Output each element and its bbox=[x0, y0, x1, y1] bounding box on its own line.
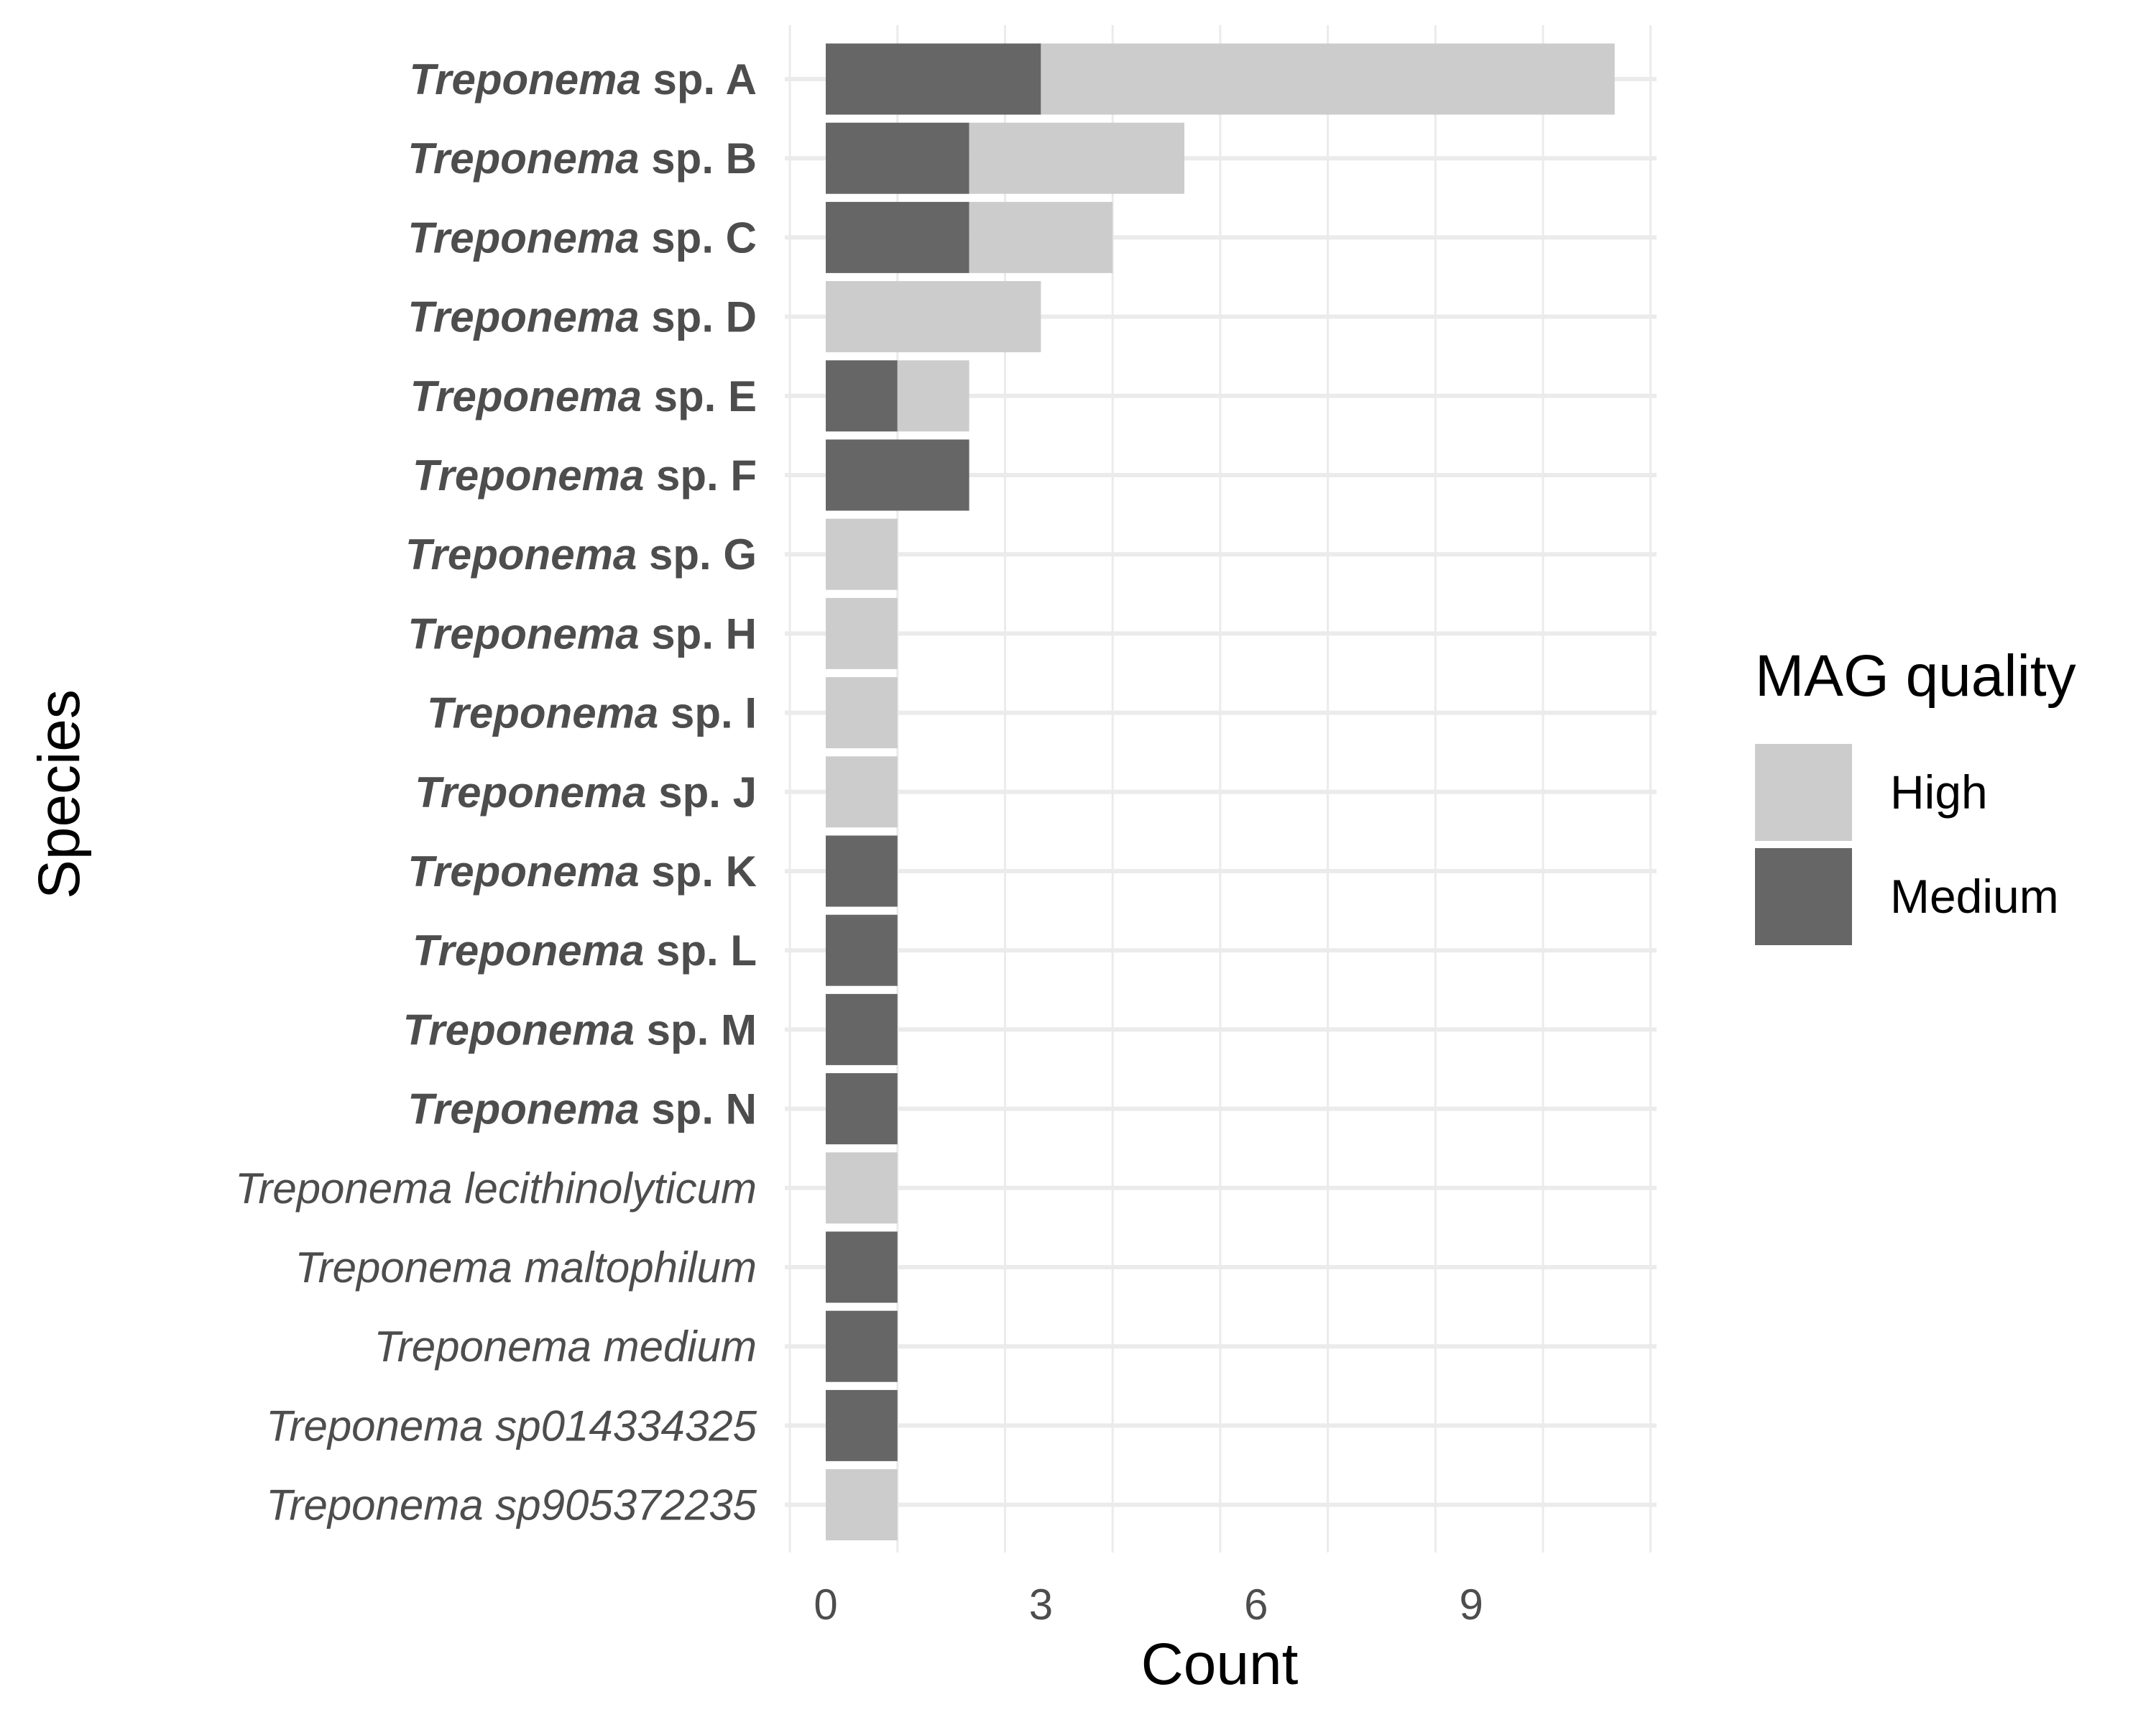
x-tick-label: 9 bbox=[1460, 1581, 1483, 1629]
x-tick-labels: 0 3 6 9 bbox=[814, 1581, 1483, 1629]
y-tick-label: Treponema sp. J bbox=[415, 768, 757, 816]
y-tick-label: Treponema medium bbox=[374, 1322, 757, 1371]
legend-label: High bbox=[1890, 765, 1988, 819]
legend: MAG quality High Medium bbox=[1755, 643, 2076, 945]
bar-high bbox=[826, 1469, 898, 1541]
bar-medium bbox=[826, 993, 898, 1065]
y-tick-labels: Treponema sp. A Treponema sp. B Treponema … bbox=[235, 55, 757, 1530]
x-tick-label: 6 bbox=[1244, 1581, 1268, 1629]
legend-title: MAG quality bbox=[1755, 643, 2076, 709]
y-tick-label: Treponema sp. I bbox=[427, 689, 757, 737]
bar-high bbox=[969, 122, 1184, 194]
y-tick-label: Treponema sp. A bbox=[410, 55, 757, 104]
y-tick-label: Treponema sp. B bbox=[407, 134, 757, 183]
bar-medium bbox=[826, 1389, 898, 1461]
bar-medium bbox=[826, 43, 1041, 115]
x-axis-title: Count bbox=[1141, 1632, 1299, 1697]
y-tick-label: Treponema sp. F bbox=[413, 451, 757, 500]
y-tick-label: Treponema sp. K bbox=[407, 847, 757, 896]
y-tick-label: Treponema maltophilum bbox=[295, 1243, 757, 1292]
y-tick-label: Treponema sp. G bbox=[405, 530, 757, 579]
bar-medium bbox=[826, 122, 969, 194]
bar-high bbox=[826, 677, 898, 749]
bar-high bbox=[826, 597, 898, 669]
y-tick-label: Treponema sp. L bbox=[413, 926, 757, 975]
y-axis-title: Species bbox=[27, 689, 92, 899]
bar-high bbox=[826, 518, 898, 590]
bar-high bbox=[826, 756, 898, 828]
bar-medium bbox=[826, 1231, 898, 1303]
y-tick-label: Treponema sp. N bbox=[407, 1085, 757, 1133]
bar-medium bbox=[826, 439, 969, 511]
bar-medium bbox=[826, 1073, 898, 1145]
bar-high bbox=[897, 360, 969, 432]
y-tick-label: Treponema sp. D bbox=[407, 293, 757, 341]
bar-medium bbox=[826, 835, 898, 907]
bar-high bbox=[969, 201, 1113, 273]
y-tick-label: Treponema lecithinolyticum bbox=[235, 1164, 757, 1213]
x-tick-label: 0 bbox=[814, 1581, 837, 1629]
bar-high bbox=[826, 1152, 898, 1224]
bar-medium bbox=[826, 360, 898, 432]
y-tick-label: Treponema sp905372235 bbox=[266, 1481, 757, 1530]
y-tick-label: Treponema sp014334325 bbox=[266, 1402, 757, 1450]
legend-key-high bbox=[1755, 744, 1852, 841]
bars bbox=[826, 43, 1615, 1541]
bar-medium bbox=[826, 914, 898, 986]
x-tick-label: 3 bbox=[1029, 1581, 1053, 1629]
y-tick-label: Treponema sp. C bbox=[407, 213, 757, 262]
bar-medium bbox=[826, 1310, 898, 1382]
legend-key-medium bbox=[1755, 848, 1852, 945]
bar-high bbox=[1041, 43, 1615, 115]
y-tick-label: Treponema sp. M bbox=[403, 1006, 757, 1054]
legend-label: Medium bbox=[1890, 870, 2059, 923]
y-tick-label: Treponema sp. H bbox=[407, 610, 757, 658]
bar-medium bbox=[826, 201, 969, 273]
bar-high bbox=[826, 281, 1041, 353]
y-tick-label: Treponema sp. E bbox=[410, 372, 757, 420]
